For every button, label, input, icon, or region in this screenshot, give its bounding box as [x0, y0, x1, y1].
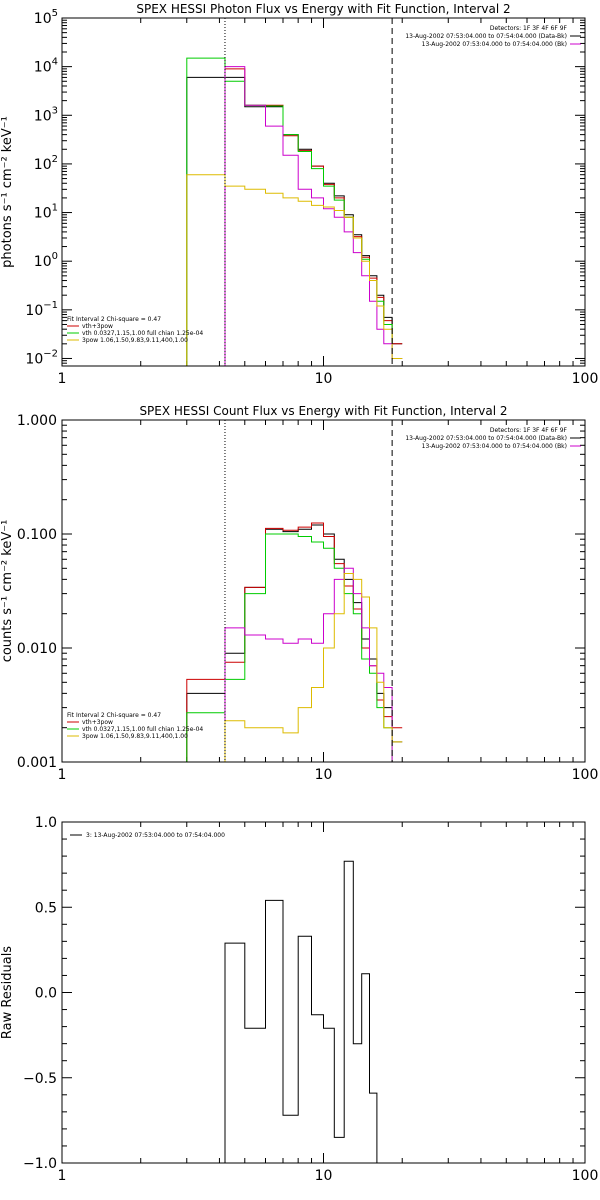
y-tick-base: 10 — [34, 11, 52, 27]
y-tick-label: −1.0 — [23, 1156, 57, 1172]
y-tick-base: 10 — [25, 303, 43, 319]
legend-entry: Detectors: 1F 3F 4F 6F 9F — [490, 427, 568, 434]
y-axis-label: counts s⁻¹ cm⁻² keV⁻¹ — [0, 520, 15, 663]
y-tick-label: 105 — [34, 8, 58, 27]
x-tick-label: 10 — [315, 1168, 333, 1184]
y-tick-label: 0.5 — [35, 900, 57, 916]
y-tick-label: 102 — [34, 154, 58, 173]
y-tick-label: 0.0 — [35, 986, 57, 1002]
legend-entry: 13-Aug-2002 07:53:04.000 to 07:54:04.000… — [405, 33, 567, 40]
y-tick-label: −0.5 — [23, 1071, 57, 1087]
y-tick-base: 10 — [34, 254, 52, 270]
x-tick-label: 100 — [572, 767, 599, 783]
y-tick-exponent: 3 — [52, 105, 58, 116]
y-tick-label: 0.100 — [17, 527, 57, 543]
series-1-step-line — [224, 860, 393, 1163]
x-tick-label: 1 — [58, 371, 67, 387]
y-tick-label: 0.001 — [17, 755, 57, 771]
y-tick-label: 10−2 — [25, 348, 58, 367]
y-tick-label: 1.000 — [17, 413, 57, 429]
x-tick-label: 1 — [58, 767, 67, 783]
legend-entry: vth+3pow — [82, 719, 113, 726]
legend-entry: vth+3pow — [82, 323, 113, 330]
plot-area — [186, 18, 403, 366]
x-tick-label: 1 — [58, 1168, 67, 1184]
chart-panel-1: SPEX HESSI Photon Flux vs Energy with Fi… — [0, 2, 598, 387]
chart-title: SPEX HESSI Photon Flux vs Energy with Fi… — [136, 2, 510, 16]
chart-title: SPEX HESSI Count Flux vs Energy with Fit… — [139, 404, 507, 418]
plot-frame — [61, 419, 586, 763]
y-ticks — [62, 17, 585, 367]
plot-area — [186, 420, 403, 762]
x-tick-label: 100 — [572, 371, 599, 387]
y-tick-exponent: 1 — [52, 203, 58, 214]
y-axis-label: Raw Residuals — [0, 946, 15, 1039]
y-tick-label: 100 — [34, 251, 58, 270]
series-4-step-line — [224, 66, 403, 366]
y-tick-base: 10 — [25, 351, 43, 367]
y-tick-label: 10−1 — [25, 300, 58, 319]
legend-entry: Fit Interval 2 Chi-square = 0.47 — [67, 316, 161, 323]
x-ticks — [61, 822, 574, 1163]
legend-entry: vth 0.0327,1.15,1.00 full chian 1.25e-04 — [82, 330, 203, 337]
y-ticks — [62, 821, 585, 1164]
y-tick-label: 101 — [34, 203, 58, 222]
legend-entry: 13-Aug-2002 07:53:04.000 to 07:54:04.000… — [405, 435, 567, 442]
plot-frame — [61, 17, 586, 367]
series-5-step-line — [224, 573, 403, 762]
legend-entry: 3pow 1.06,1.50,9.83,9.11,400,1.00 — [82, 733, 188, 740]
legend-entry: 3pow 1.06,1.50,9.83,9.11,400,1.00 — [82, 337, 188, 344]
x-tick-label: 10 — [315, 767, 333, 783]
x-tick-label: 100 — [572, 1168, 599, 1184]
chart-panel-2: SPEX HESSI Count Flux vs Energy with Fit… — [0, 404, 598, 783]
series-2-step-line — [224, 68, 403, 366]
legend-entry: vth 0.0327,1.15,1.00 full chian 1.25e-04 — [82, 726, 203, 733]
y-axis-label: photons s⁻¹ cm⁻² keV⁻¹ — [0, 116, 15, 268]
legend-entry: Fit Interval 2 Chi-square = 0.47 — [67, 712, 161, 719]
x-tick-label: 10 — [315, 371, 333, 387]
y-tick-exponent: 5 — [52, 8, 58, 19]
legend-entry: 13-Aug-2002 07:53:04.000 to 07:54:04.000… — [422, 443, 567, 450]
y-tick-exponent: 0 — [52, 251, 58, 262]
series-5-step-line — [186, 174, 403, 366]
y-tick-exponent: 2 — [52, 154, 58, 165]
y-tick-label: 104 — [34, 57, 58, 76]
plot-frame — [61, 821, 586, 1164]
y-tick-base: 10 — [34, 60, 52, 76]
legend-entry: 3: 13-Aug-2002 07:53:04.000 to 07:54:04.… — [86, 832, 225, 839]
y-tick-label: 103 — [34, 105, 58, 124]
y-tick-exponent: 4 — [52, 57, 58, 68]
y-tick-exponent: −1 — [43, 300, 58, 311]
y-tick-base: 10 — [34, 206, 52, 222]
legend-entry: 13-Aug-2002 07:53:04.000 to 07:54:04.000… — [422, 41, 567, 48]
y-tick-base: 10 — [34, 157, 52, 173]
y-tick-exponent: −2 — [43, 348, 58, 359]
y-tick-label: 0.010 — [17, 641, 57, 657]
y-tick-label: 1.0 — [35, 815, 57, 831]
plot-area — [224, 860, 393, 1163]
y-tick-base: 10 — [34, 108, 52, 124]
chart-panel-3: Raw Residuals 1 10 100 −1.0 −0.5 0.0 0.5 1.0 3: 1… — [0, 815, 598, 1184]
legend-entry: Detectors: 1F 3F 4F 6F 9F — [490, 25, 568, 32]
series-3-step-line — [186, 533, 403, 762]
